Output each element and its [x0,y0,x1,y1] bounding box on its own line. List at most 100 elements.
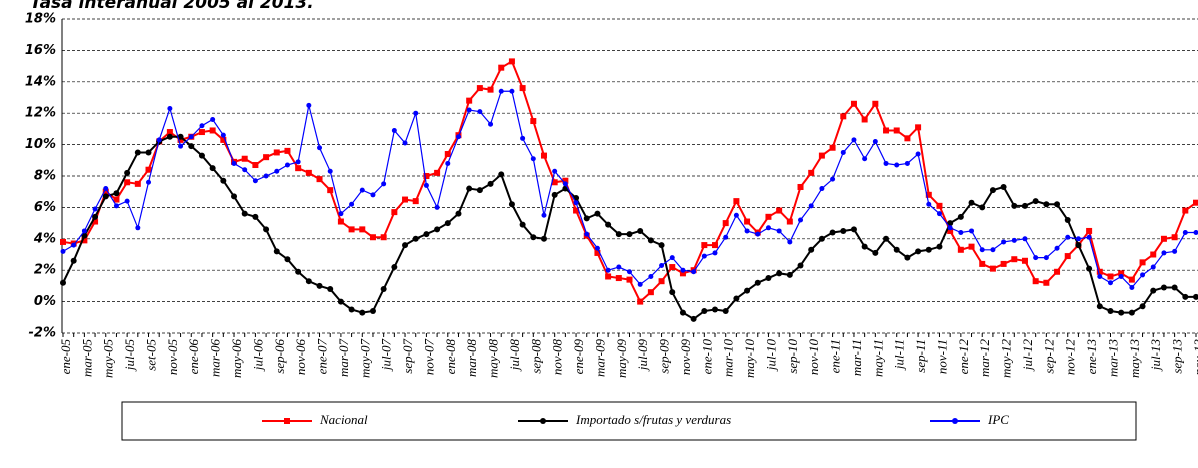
marker [872,138,878,144]
y-tick-label: 8% [34,169,56,184]
x-tick-label: sep-09 [657,339,672,374]
marker [904,160,910,166]
marker [1128,309,1135,316]
marker [1000,260,1007,267]
x-tick-label: may-13 [1127,339,1142,378]
marker [1096,268,1103,275]
marker [883,127,890,134]
marker [701,308,708,315]
marker [808,203,814,209]
marker [733,198,740,205]
marker [1182,293,1189,300]
marker [220,132,226,138]
marker [798,217,804,223]
marker [177,136,184,143]
marker [1033,255,1039,261]
marker [135,225,141,231]
marker [1096,303,1103,310]
marker [893,127,900,134]
marker [936,202,943,209]
marker [146,179,152,185]
marker [936,243,943,250]
marker [1182,230,1188,236]
marker [744,228,750,234]
marker [381,181,387,187]
marker [508,201,515,208]
marker [263,226,270,233]
marker [1128,276,1135,283]
marker [701,242,708,249]
marker [295,165,302,172]
x-tick-label: may-08 [486,339,501,378]
marker [541,212,547,218]
marker [1139,259,1146,266]
marker [551,191,558,198]
marker [81,228,87,234]
marker [957,213,964,220]
marker [658,278,665,285]
marker [487,180,494,187]
marker [850,226,857,233]
marker [178,143,184,149]
x-tick-label: jul-05 [122,339,137,373]
x-tick-label: mar-08 [464,339,479,378]
marker [648,273,654,279]
marker [519,221,526,228]
marker [81,237,88,244]
marker [989,187,996,194]
x-tick-label: sep-11 [913,339,928,373]
marker [263,173,269,179]
marker [1000,183,1007,190]
marker [166,133,173,140]
marker [102,193,109,200]
x-tick-label: jul-09 [635,339,650,373]
marker [894,162,900,168]
x-tick-label: nov-07 [421,339,436,376]
marker [167,105,173,111]
marker [370,192,376,198]
x-tick-label: mar-07 [336,339,351,378]
x-tick-label: ene-08 [443,339,458,375]
marker [103,186,109,192]
marker [284,256,291,263]
marker [402,196,409,203]
marker [391,264,398,271]
x-tick-label: ene-10 [699,339,714,375]
marker [615,231,622,238]
marker [904,254,911,261]
marker [1118,270,1125,277]
marker [690,315,697,322]
marker [1075,242,1082,249]
marker [1193,230,1198,236]
legend-label: Importado s/frutas y verduras [575,412,731,427]
marker [305,169,312,176]
marker [583,215,590,222]
x-tick-label: nov-11 [934,339,949,374]
marker [936,211,942,217]
x-tick-label: jul-11 [892,339,907,371]
marker [369,234,376,241]
marker [476,85,483,92]
marker [134,180,141,187]
marker [679,270,686,277]
marker [818,235,825,242]
marker [327,286,334,293]
marker [797,262,804,269]
marker [1139,303,1146,310]
x-tick-label: set-05 [143,339,158,371]
marker [338,211,344,217]
marker [348,306,355,313]
marker [1011,256,1018,263]
marker [1171,284,1178,291]
marker [594,210,601,217]
marker [509,88,515,94]
marker [786,271,793,278]
marker [466,185,473,192]
marker [551,179,558,186]
marker [1065,234,1071,240]
marker [786,218,793,225]
marker [979,260,986,267]
x-tick-label: may-12 [999,339,1014,378]
marker [402,242,409,249]
x-tick-label: mar-10 [721,339,736,378]
